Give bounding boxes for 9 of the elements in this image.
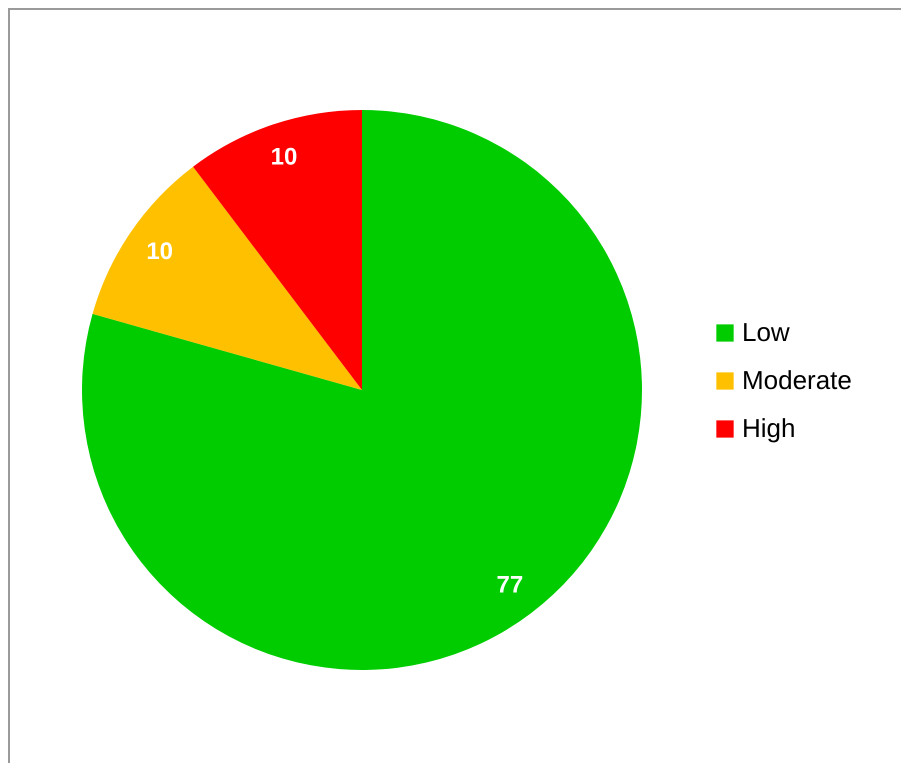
pie-slice	[82, 110, 642, 670]
data-label: 10	[146, 238, 174, 265]
pie-slice	[193, 110, 362, 390]
data-label: 10	[270, 144, 298, 171]
legend-label: Low	[742, 317, 790, 347]
data-label: 77	[496, 571, 524, 598]
legend-label: High	[742, 413, 796, 443]
pie-slice	[92, 166, 362, 390]
legend-label: Moderate	[742, 365, 852, 395]
